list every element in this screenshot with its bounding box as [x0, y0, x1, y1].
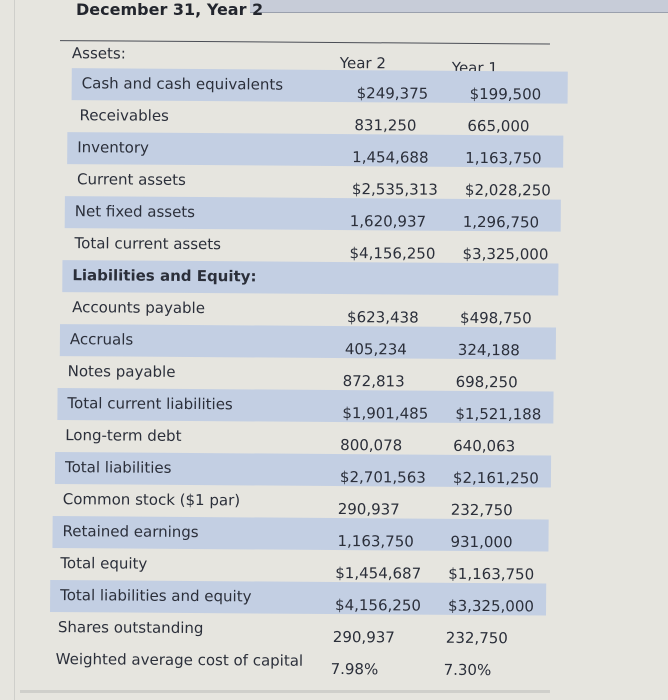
row-value-year1: $199,500: [469, 84, 542, 104]
table-row: Total equity $1,454,687 $1,163,750: [50, 548, 546, 583]
row-value-year1: 931,000: [450, 532, 513, 552]
table-row: Shares outstanding 290,937 232,750: [48, 612, 544, 647]
row-value-year2: 831,250: [354, 116, 417, 135]
row-value-year1: 698,250: [455, 372, 518, 392]
row-value-year1: 7.30%: [443, 660, 492, 680]
row-value-year2: 800,078: [340, 436, 403, 455]
row-value-year2: $249,375: [356, 84, 429, 103]
row-value-year2: $1,454,687: [335, 564, 422, 583]
row-label: Current assets: [76, 170, 186, 189]
row-label: Receivables: [79, 106, 169, 125]
table-row: Cash and cash equivalents $249,375 $199,50…: [71, 68, 568, 104]
table-row: Net fixed assets 1,620,937 1,296,750: [64, 196, 561, 232]
table-row: Liabilities and Equity:: [62, 260, 559, 296]
table-row: Notes payable 872,813 698,250: [58, 356, 554, 391]
row-value-year1: 232,750: [445, 628, 508, 648]
row-value-year2: 872,813: [342, 372, 405, 391]
row-value-year2: $623,438: [347, 308, 419, 327]
section-header-assets: Assets:: [71, 44, 126, 63]
row-label: Total current liabilities: [67, 394, 233, 414]
row-value-year2: 405,234: [344, 340, 407, 359]
row-label: Shares outstanding: [57, 618, 204, 638]
row-label: Total equity: [60, 554, 148, 573]
row-value-year2: $2,701,563: [339, 468, 426, 487]
table-row: Total current liabilities $1,901,485 $1,52…: [57, 388, 554, 424]
row-label: Total current assets: [74, 234, 222, 254]
table-row: Current assets $2,535,313 $2,028,250: [67, 164, 563, 199]
row-value-year1: 665,000: [467, 116, 530, 136]
table-row: Total liabilities and equity $4,156,250 $3…: [50, 580, 547, 616]
row-value-year1: $3,325,000: [447, 596, 535, 616]
balance-sheet-title: December 31, Year 2: [76, 0, 264, 19]
row-label: Notes payable: [67, 362, 176, 381]
row-value-year1: $1,163,750: [448, 564, 535, 584]
row-value-year2: 1,454,688: [352, 148, 429, 167]
row-value-year2: $1,901,485: [342, 404, 429, 423]
row-value-year1: 640,063: [453, 436, 516, 456]
window-top-bar: [250, 0, 668, 13]
row-label: Accruals: [69, 330, 134, 349]
table-row: Total liabilities $2,701,563 $2,161,250: [54, 452, 552, 488]
row-value-year1: $2,028,250: [464, 180, 551, 200]
row-label: Accounts payable: [72, 298, 206, 318]
row-value-year2: 1,620,937: [349, 212, 427, 231]
row-label: Net fixed assets: [74, 202, 196, 222]
table-row: Total current assets $4,156,250 $3,325,000: [64, 228, 560, 263]
table-row: Common stock ($1 par) 290,937 232,750: [53, 484, 549, 519]
row-value-year1: $498,750: [460, 308, 532, 328]
header-divider: [59, 40, 550, 45]
row-value-year2: 1,163,750: [337, 532, 414, 551]
row-value-year2: 290,937: [337, 500, 400, 519]
table-row: Receivables 831,250 665,000: [69, 100, 565, 135]
row-value-year1: 1,296,750: [462, 212, 540, 232]
row-value-year1: 232,750: [450, 500, 513, 520]
table-row: Long-term debt 800,078 640,063: [55, 420, 551, 455]
row-value-year2: $2,535,313: [351, 180, 438, 199]
row-label: Total liabilities: [64, 458, 172, 477]
table-row: Retained earnings 1,163,750 931,000: [52, 516, 549, 552]
row-label: Total liabilities and equity: [60, 586, 252, 606]
row-label: Cash and cash equivalents: [81, 74, 284, 94]
row-value-year1: 324,188: [457, 340, 520, 360]
balance-sheet-table: Assets: Year 2 Year 1 Cash and cash equi…: [50, 40, 568, 679]
table-row: Weighted average cost of capital 7.98% 7.3…: [46, 644, 542, 679]
row-value-year1: $1,521,188: [455, 404, 542, 424]
row-value-year2: 290,937: [332, 627, 395, 647]
page-edge: [14, 0, 15, 700]
row-value-year2: 7.98%: [330, 659, 379, 679]
row-value-year1: $2,161,250: [452, 468, 539, 488]
row-value-year2: $4,156,250: [334, 596, 422, 615]
row-value-year2: $4,156,250: [349, 244, 436, 263]
row-label: Retained earnings: [62, 522, 199, 542]
table-row: Accounts payable $623,438 $498,750: [62, 292, 558, 327]
row-label: Common stock ($1 par): [62, 490, 241, 510]
table-row: Accruals 405,234 324,188: [59, 324, 557, 360]
row-label: Weighted average cost of capital: [55, 650, 304, 670]
row-value-year1: 1,163,750: [465, 148, 542, 168]
row-label: Inventory: [77, 138, 149, 157]
table-row: Inventory 1,454,688 1,163,750: [67, 132, 564, 168]
row-value-year1: $3,325,000: [462, 244, 549, 264]
row-label: Long-term debt: [65, 426, 182, 445]
row-label: Liabilities and Equity:: [72, 266, 257, 286]
bottom-divider: [20, 690, 550, 693]
